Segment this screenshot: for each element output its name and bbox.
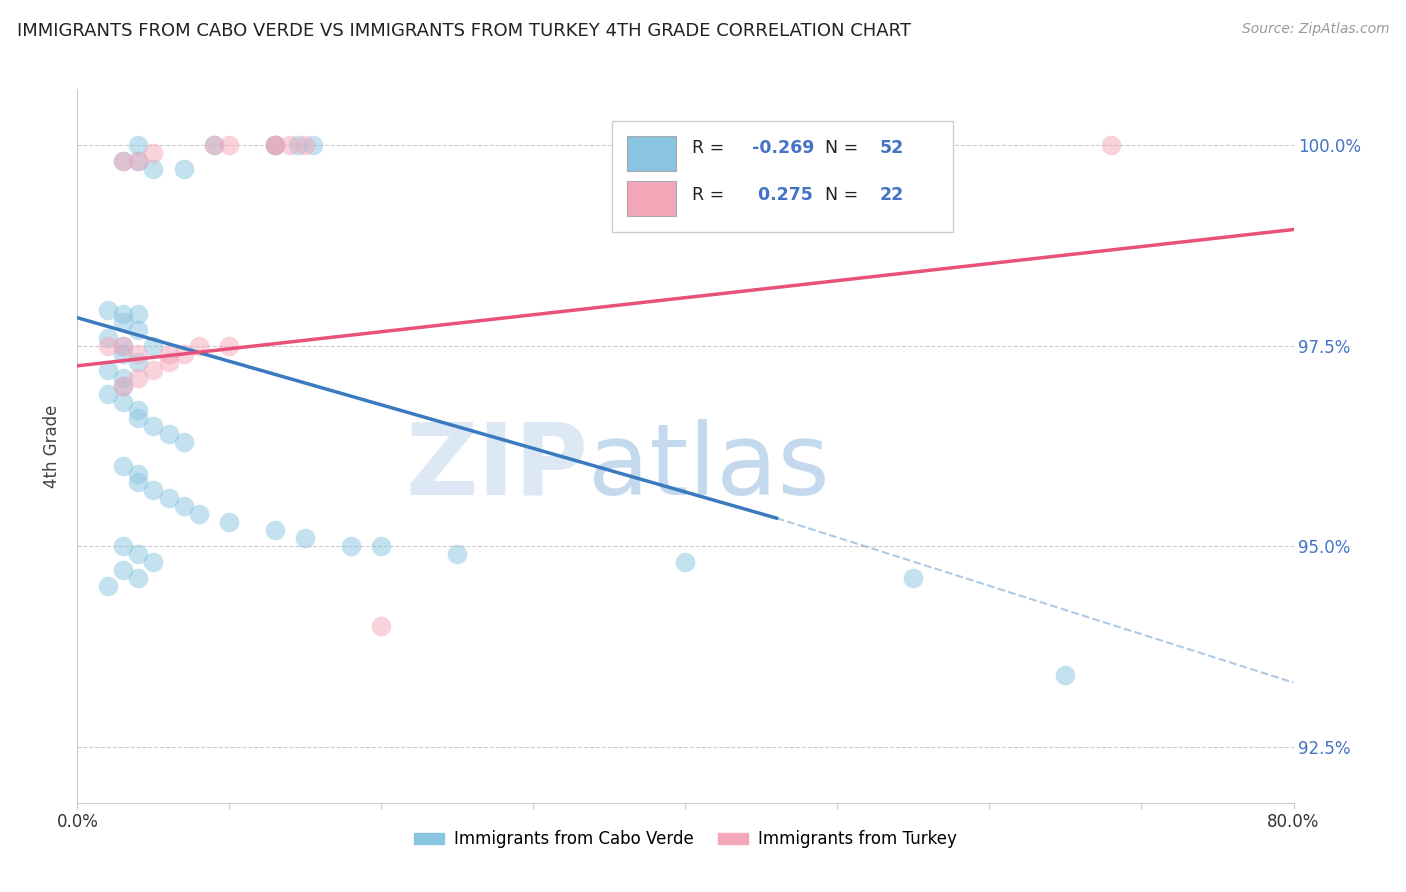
Point bbox=[264, 523, 287, 537]
Point bbox=[302, 138, 325, 153]
Text: 22: 22 bbox=[880, 186, 904, 203]
Point bbox=[127, 307, 149, 321]
Point bbox=[111, 154, 134, 169]
Point bbox=[142, 483, 165, 497]
Point bbox=[1054, 667, 1077, 681]
Point bbox=[97, 387, 120, 401]
Text: N =: N = bbox=[825, 186, 865, 203]
Point bbox=[173, 162, 195, 177]
Point bbox=[903, 571, 925, 585]
Point bbox=[157, 491, 180, 505]
Point bbox=[157, 355, 180, 369]
Point bbox=[202, 138, 225, 153]
Legend: Immigrants from Cabo Verde, Immigrants from Turkey: Immigrants from Cabo Verde, Immigrants f… bbox=[406, 824, 965, 855]
Point bbox=[127, 403, 149, 417]
FancyBboxPatch shape bbox=[627, 136, 676, 171]
Point bbox=[340, 539, 363, 553]
Point bbox=[111, 315, 134, 329]
Text: -0.269: -0.269 bbox=[752, 139, 814, 157]
Point bbox=[287, 138, 309, 153]
Point bbox=[264, 138, 287, 153]
Text: 52: 52 bbox=[880, 139, 904, 157]
Point bbox=[111, 379, 134, 393]
Text: N =: N = bbox=[825, 139, 865, 157]
Point bbox=[127, 467, 149, 481]
Point bbox=[127, 323, 149, 337]
Text: ZIP: ZIP bbox=[405, 419, 588, 516]
Point bbox=[111, 539, 134, 553]
Point bbox=[264, 138, 287, 153]
Point bbox=[111, 347, 134, 361]
Point bbox=[127, 154, 149, 169]
Point bbox=[218, 515, 240, 529]
Point bbox=[142, 162, 165, 177]
Point bbox=[111, 563, 134, 577]
Text: R =: R = bbox=[692, 186, 730, 203]
Y-axis label: 4th Grade: 4th Grade bbox=[44, 404, 62, 488]
Point bbox=[188, 507, 211, 521]
Point bbox=[97, 331, 120, 345]
Point bbox=[202, 138, 225, 153]
Point bbox=[278, 138, 301, 153]
Point bbox=[173, 435, 195, 450]
Point bbox=[188, 339, 211, 353]
Point bbox=[264, 138, 287, 153]
Point bbox=[127, 547, 149, 561]
FancyBboxPatch shape bbox=[613, 121, 953, 232]
Point bbox=[294, 531, 316, 545]
Point bbox=[97, 302, 120, 317]
Point bbox=[127, 154, 149, 169]
Point bbox=[370, 539, 392, 553]
Point bbox=[127, 475, 149, 489]
Point bbox=[111, 154, 134, 169]
Point bbox=[111, 307, 134, 321]
Point bbox=[294, 138, 316, 153]
Point bbox=[142, 419, 165, 434]
Text: R =: R = bbox=[692, 139, 730, 157]
Point bbox=[370, 619, 392, 633]
Point bbox=[446, 547, 468, 561]
Point bbox=[127, 411, 149, 425]
Point bbox=[142, 146, 165, 161]
Point bbox=[97, 363, 120, 377]
Point bbox=[127, 571, 149, 585]
Point bbox=[127, 138, 149, 153]
Point bbox=[97, 579, 120, 593]
Text: atlas: atlas bbox=[588, 419, 830, 516]
Point bbox=[111, 458, 134, 473]
Point bbox=[142, 363, 165, 377]
Point bbox=[264, 138, 287, 153]
Point bbox=[127, 355, 149, 369]
Point bbox=[111, 379, 134, 393]
Point bbox=[157, 347, 180, 361]
Point bbox=[111, 371, 134, 385]
Point bbox=[111, 395, 134, 409]
Text: IMMIGRANTS FROM CABO VERDE VS IMMIGRANTS FROM TURKEY 4TH GRADE CORRELATION CHART: IMMIGRANTS FROM CABO VERDE VS IMMIGRANTS… bbox=[17, 22, 911, 40]
Text: 0.275: 0.275 bbox=[752, 186, 813, 203]
Point bbox=[127, 371, 149, 385]
Point bbox=[173, 347, 195, 361]
Point bbox=[142, 555, 165, 569]
Point bbox=[157, 427, 180, 442]
Point bbox=[142, 339, 165, 353]
FancyBboxPatch shape bbox=[627, 180, 676, 216]
Point bbox=[111, 339, 134, 353]
Point bbox=[111, 339, 134, 353]
Point bbox=[218, 138, 240, 153]
Point bbox=[97, 339, 120, 353]
Text: Source: ZipAtlas.com: Source: ZipAtlas.com bbox=[1241, 22, 1389, 37]
Point bbox=[173, 499, 195, 513]
Point bbox=[1099, 138, 1122, 153]
Point bbox=[675, 555, 697, 569]
Point bbox=[127, 347, 149, 361]
Point bbox=[218, 339, 240, 353]
